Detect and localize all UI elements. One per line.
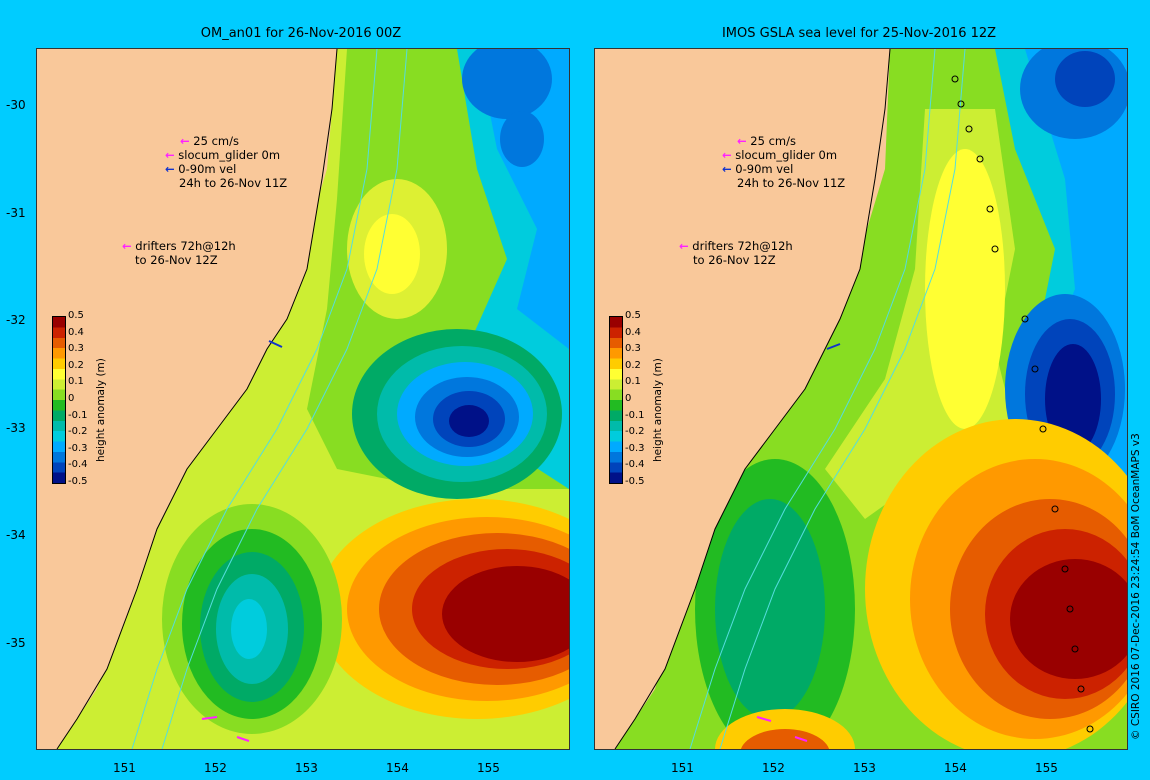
panel-1-legend-drifters-to: to 26-Nov 12Z xyxy=(135,253,218,267)
drifter-arrow-icon: ← xyxy=(165,148,175,162)
colorbar-tick-label: -0.2 xyxy=(625,426,645,438)
drifter-arrow-icon: ← xyxy=(737,134,747,148)
colorbar-tick-label: -0.3 xyxy=(68,442,88,454)
colorbar-tick-label: 0.5 xyxy=(68,310,84,321)
glider-arrow-icon: ← xyxy=(165,162,175,176)
drifter-arrow-icon: ← xyxy=(679,239,689,253)
glider-arrow-icon: ← xyxy=(722,162,732,176)
latitude-label: -33 xyxy=(6,420,26,435)
panel-2-legend-vel: ← 0-90m vel xyxy=(722,162,794,176)
colorbar-tick-label: 0.4 xyxy=(625,326,641,338)
longitude-label: 153 xyxy=(295,761,318,775)
longitude-label: 151 xyxy=(671,761,694,775)
latitude-label: -35 xyxy=(6,635,26,650)
colorbar-tick-label: 0.2 xyxy=(68,359,84,371)
longitude-label: 152 xyxy=(204,761,227,775)
drifter-arrow-icon: ← xyxy=(180,134,190,148)
drifter-arrow-icon: ← xyxy=(122,239,132,253)
panel-1-legend-drifters: ← drifters 72h@12h xyxy=(122,239,236,253)
colorbar-tick-label: -0.4 xyxy=(68,459,88,471)
longitude-label: 153 xyxy=(853,761,876,775)
longitude-label: 154 xyxy=(386,761,409,775)
colorbar-tick-label: -0.2 xyxy=(68,426,88,438)
panel-1-legend-vel: ← 0-90m vel xyxy=(165,162,237,176)
latitude-label: -30 xyxy=(6,98,26,112)
latitude-label: -34 xyxy=(6,528,26,542)
panel-2-legend-drifters: ← drifters 72h@12h xyxy=(679,239,793,253)
colorbar-tick-label: -0.1 xyxy=(68,409,88,421)
colorbar-tick-label: 0.5 xyxy=(625,310,641,321)
panel-1-legend-speed: ← 25 cm/s xyxy=(180,134,239,148)
panel-2-map xyxy=(594,48,1128,750)
panel-2-field xyxy=(595,49,1127,749)
longitude-label: 154 xyxy=(944,761,967,775)
panel-2-legend-drifters-to: to 26-Nov 12Z xyxy=(693,253,776,267)
colorbar-tick-label: 0.1 xyxy=(68,376,84,388)
copyright-notice: © CSIRO 2016 07-Dec-2016 23:24:54 BoM Oc… xyxy=(1130,433,1142,740)
colorbar-tick-label: 0.3 xyxy=(625,343,641,355)
colorbar-tick-label: 0 xyxy=(68,393,75,404)
colorbar-tick-label: 0.1 xyxy=(625,376,641,388)
panel-1-title: OM_an01 for 26-Nov-2016 00Z xyxy=(200,26,402,41)
panel-2-legend-period: 24h to 26-Nov 11Z xyxy=(737,176,846,190)
colorbar-tick-label: 0.3 xyxy=(68,343,84,355)
colorbar-tick-label: 0.2 xyxy=(625,359,641,371)
latitude-label: -31 xyxy=(6,205,26,220)
longitude-label: 155 xyxy=(1035,761,1058,775)
colorbar-tick-label: 0 xyxy=(625,393,632,404)
colorbar-tick-label: -0.1 xyxy=(625,409,645,421)
panel-1-colorbar xyxy=(52,316,66,484)
colorbar-tick-label: -0.3 xyxy=(625,442,645,454)
panel-1-field xyxy=(37,49,569,749)
drifter-arrow-icon: ← xyxy=(722,148,732,162)
colorbar-tick-label: 0.4 xyxy=(68,326,84,338)
colorbar-tick-label: -0.5 xyxy=(68,476,88,487)
panel-2-colorbar xyxy=(609,316,623,484)
panel-1-map xyxy=(36,48,570,750)
latitude-label: -32 xyxy=(6,313,26,327)
panel-2-legend-glider: ← slocum_glider 0m xyxy=(722,148,838,162)
panel-1-legend-glider: ← slocum_glider 0m xyxy=(165,148,281,162)
panel-2-colorbar-title: height anomaly (m) xyxy=(652,358,664,462)
panel-2-legend-speed: ← 25 cm/s xyxy=(737,134,796,148)
panel-1-legend-period: 24h to 26-Nov 11Z xyxy=(179,176,288,190)
panel-1-colorbar-title: height anomaly (m) xyxy=(95,358,107,462)
panel-2-title: IMOS GSLA sea level for 25-Nov-2016 12Z xyxy=(721,26,997,41)
longitude-label: 155 xyxy=(477,761,500,775)
colorbar-tick-label: -0.5 xyxy=(625,476,645,487)
longitude-label: 152 xyxy=(762,761,785,775)
colorbar-tick-label: -0.4 xyxy=(625,459,645,471)
longitude-label: 151 xyxy=(113,761,136,775)
